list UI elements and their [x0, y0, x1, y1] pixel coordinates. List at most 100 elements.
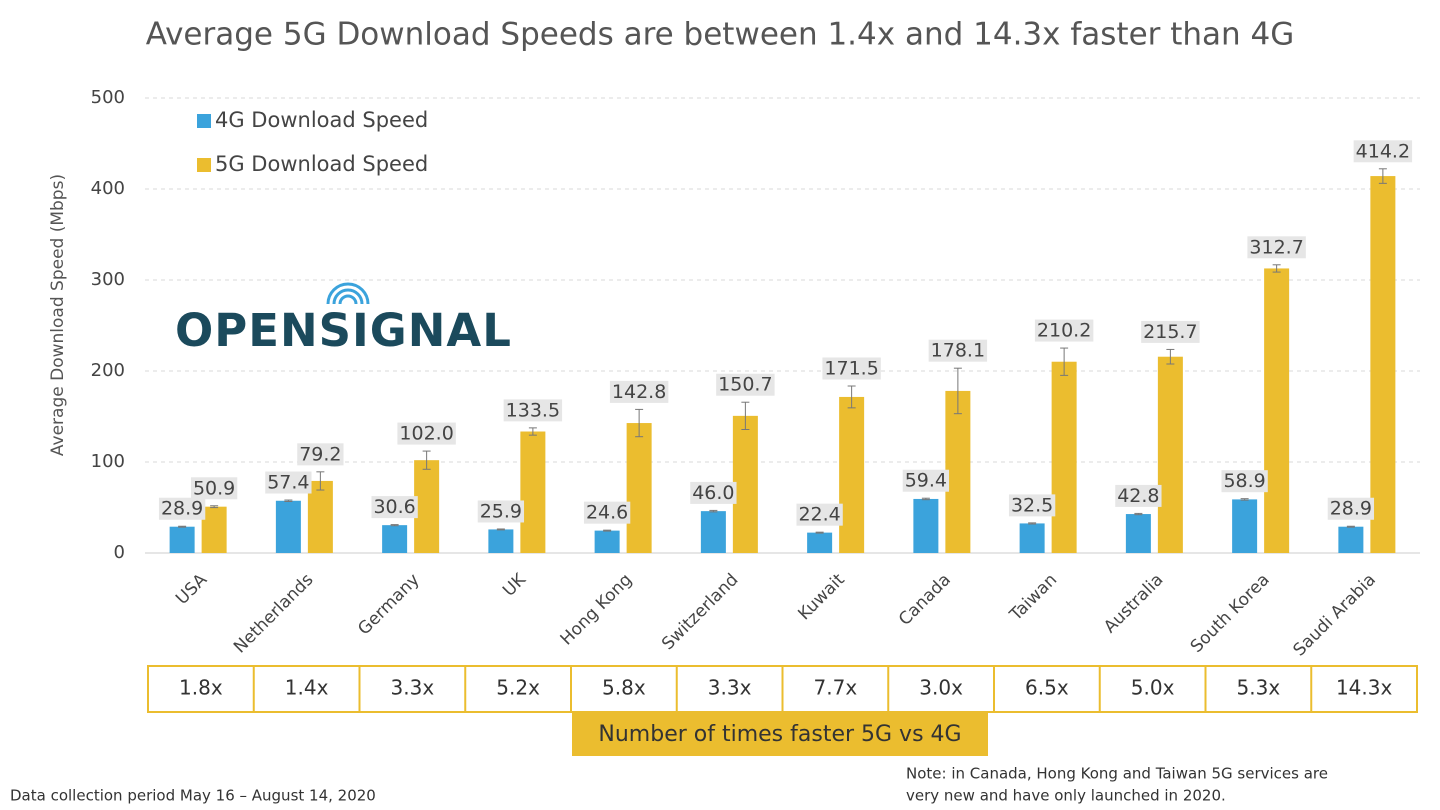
data-label: 150.7 [718, 374, 772, 396]
multiplier: 14.3x [1336, 676, 1393, 700]
data-label-bg [690, 481, 737, 504]
bar [307, 480, 333, 553]
legend-swatch [197, 114, 211, 128]
data-label-bg [1115, 484, 1162, 507]
y-tick-label: 200 [91, 360, 125, 381]
multiplier: 7.7x [814, 676, 858, 700]
data-label: 46.0 [692, 482, 734, 504]
data-label: 215.7 [1143, 321, 1197, 343]
data-label-bg [190, 477, 238, 500]
x-tick-label: Australia [1100, 570, 1167, 637]
data-label: 171.5 [824, 358, 878, 380]
bar [839, 396, 865, 553]
data-label: 59.4 [905, 470, 947, 492]
data-label: 32.5 [1011, 494, 1053, 516]
footer: Data collection period May 16 – August 1… [10, 787, 376, 805]
x-tick-label: Canada [895, 570, 955, 630]
legend-swatch [197, 158, 211, 172]
data-label: 178.1 [931, 340, 985, 362]
multiplier: 5.8x [602, 676, 646, 700]
data-label-bg [1141, 320, 1200, 343]
multiplier: 6.5x [1025, 676, 1069, 700]
data-label-bg [397, 422, 456, 445]
data-label: 414.2 [1356, 140, 1410, 162]
multiplier: 5.0x [1131, 676, 1175, 700]
multiplier: 1.4x [285, 676, 329, 700]
bar [700, 511, 726, 553]
data-label: 25.9 [480, 500, 522, 522]
logo-arc [338, 294, 358, 305]
x-tick-label: Kuwait [794, 570, 849, 625]
multiplier: 5.2x [496, 676, 540, 700]
logo: OPENSIGNAL [175, 282, 512, 357]
bar [1338, 526, 1364, 553]
multiplier: 3.0x [919, 676, 963, 700]
data-label-bg [583, 501, 631, 524]
note-line: Note: in Canada, Hong Kong and Taiwan 5G… [906, 765, 1328, 783]
logo-arc [332, 288, 364, 305]
bar [1370, 176, 1396, 553]
bar [1157, 356, 1183, 553]
logo-text: OPENSIGNAL [175, 304, 512, 357]
legend-label: 5G Download Speed [215, 152, 428, 176]
data-label-bg [1353, 140, 1413, 163]
multipliers-label: Number of times faster 5G vs 4G [598, 722, 961, 747]
bar [913, 498, 939, 553]
data-label: 42.8 [1117, 485, 1159, 507]
data-label: 142.8 [612, 381, 666, 403]
multiplier: 5.3x [1237, 676, 1281, 700]
data-label-bg [158, 497, 206, 520]
data-label-bg [796, 503, 843, 526]
data-label: 22.4 [798, 504, 840, 526]
data-label: 210.2 [1037, 320, 1091, 342]
data-label-bg [297, 443, 344, 466]
note-line: very new and have only launched in 2020. [906, 787, 1226, 805]
bar [488, 529, 514, 553]
bar [626, 423, 652, 553]
multiplier: 1.8x [179, 676, 223, 700]
bar [1264, 268, 1290, 553]
data-label: 30.6 [373, 496, 415, 518]
data-label-bg [1008, 494, 1056, 517]
legend-label: 4G Download Speed [215, 108, 428, 132]
data-label: 79.2 [299, 443, 341, 465]
x-tick-label: Netherlands [230, 570, 318, 658]
y-axis-label: Average Download Speed (Mbps) [48, 174, 68, 456]
data-label-bg [902, 469, 950, 492]
y-tick-label: 400 [91, 178, 125, 199]
data-label: 312.7 [1249, 236, 1303, 258]
x-tick-label: Switzerland [658, 570, 742, 654]
data-label-bg [1221, 470, 1268, 493]
data-label: 57.4 [267, 472, 309, 494]
bar [414, 460, 440, 553]
bar [382, 525, 408, 553]
data-label-bg [265, 471, 312, 494]
bar [1125, 514, 1151, 553]
data-label-bg [477, 500, 525, 523]
x-tick-label: Germany [354, 570, 423, 639]
bar [275, 500, 301, 553]
data-label: 28.9 [161, 498, 203, 520]
multiplier: 3.3x [391, 676, 435, 700]
bar [732, 415, 758, 553]
chart-title: Average 5G Download Speeds are between 1… [146, 17, 1295, 53]
data-label: 58.9 [1223, 470, 1265, 492]
bar [520, 431, 546, 553]
data-label-bg [503, 399, 563, 422]
x-tick-label: UK [499, 569, 530, 600]
bar [201, 506, 227, 553]
data-label-bg [1247, 236, 1306, 259]
data-label-bg [371, 496, 418, 519]
bar [594, 530, 620, 553]
bar [1232, 499, 1258, 553]
x-tick-label: USA [172, 570, 211, 609]
y-tick-label: 100 [91, 451, 125, 472]
data-label-bg [928, 339, 988, 362]
x-tick-label: Taiwan [1005, 570, 1061, 626]
bar [945, 390, 971, 553]
data-label-bg [822, 357, 881, 380]
logo-arc [326, 282, 370, 305]
data-label: 133.5 [506, 399, 560, 421]
data-label-bg [716, 373, 775, 396]
